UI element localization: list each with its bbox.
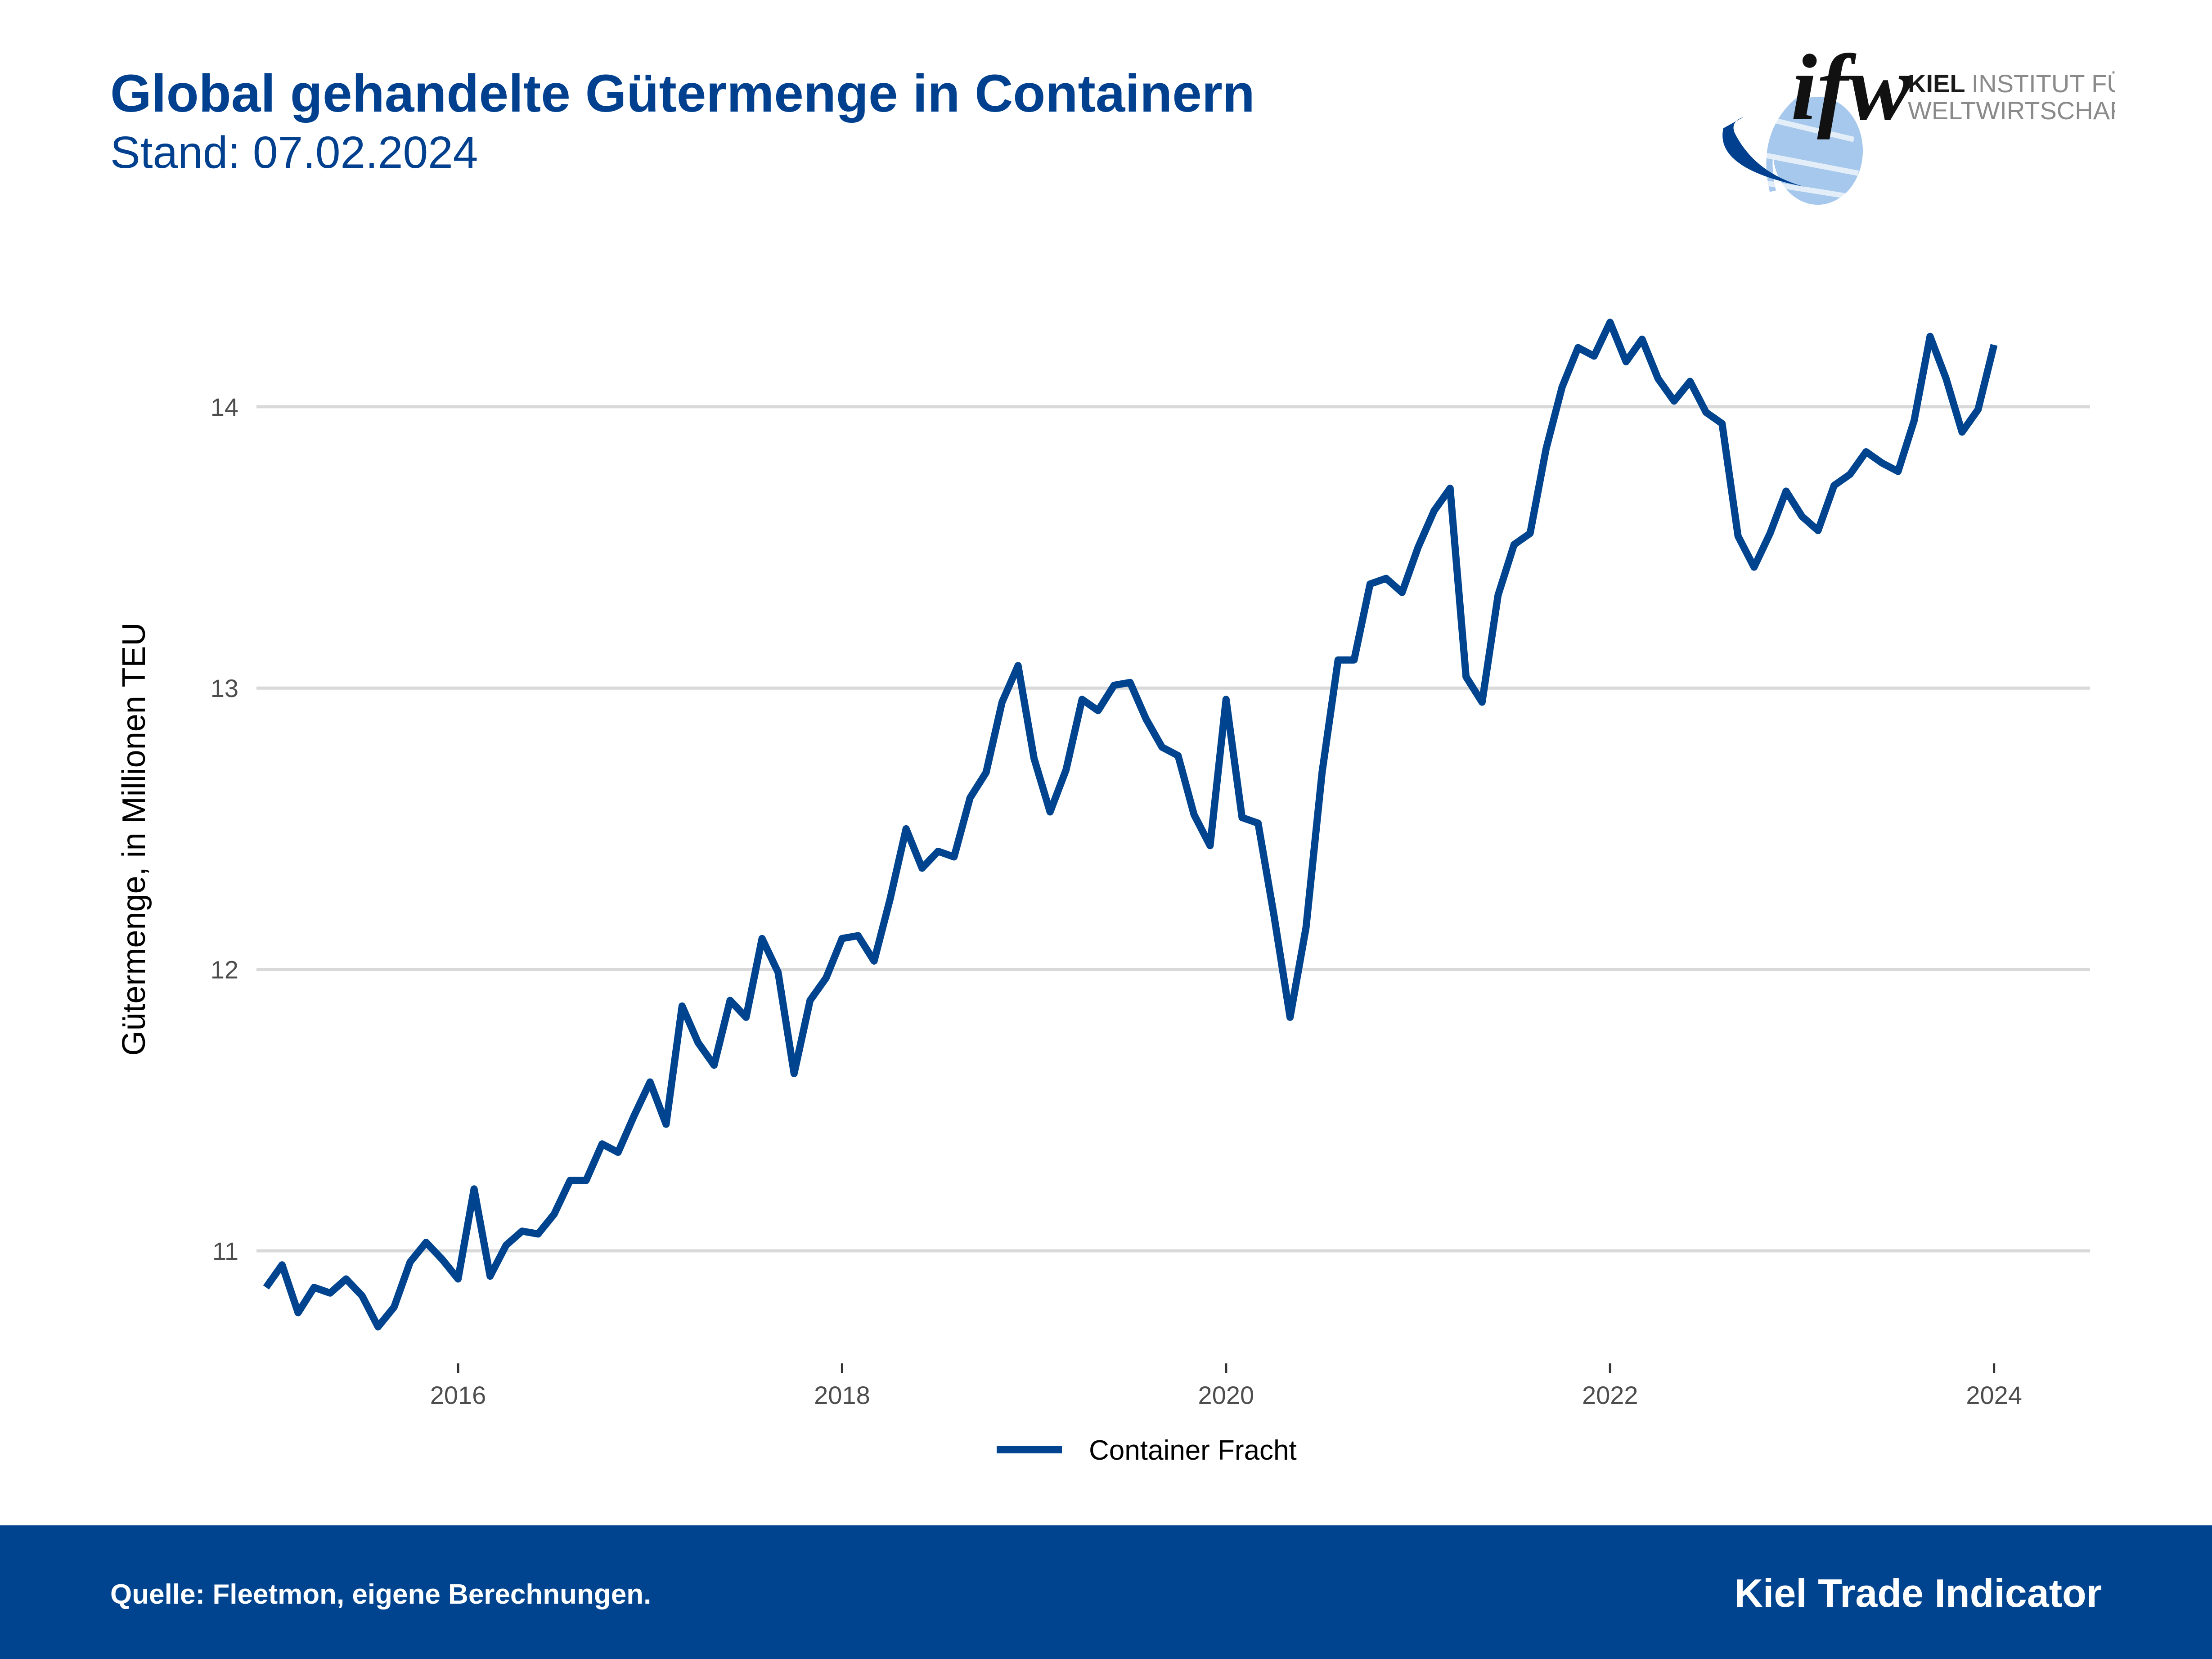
y-tick-label: 14 bbox=[211, 393, 238, 421]
x-tick-label: 2018 bbox=[814, 1381, 870, 1409]
x-tick-label: 2020 bbox=[1198, 1381, 1254, 1409]
source-note: Quelle: Fleetmon, eigene Berechnungen. bbox=[110, 1579, 652, 1610]
y-axis-ticks: 11 12 13 14 bbox=[211, 393, 238, 1265]
logo-institut: INSTITUT FÜR bbox=[1972, 69, 2115, 98]
line-chart: 11 12 13 14 2016 2018 2020 2022 2024 Gütermenge… bbox=[116, 319, 2090, 1466]
x-tick-label: 2016 bbox=[430, 1381, 486, 1409]
series-line-container-fracht bbox=[263, 319, 1998, 1331]
gridlines bbox=[256, 405, 2090, 1253]
chart-subtitle: Stand: 07.02.2024 bbox=[110, 127, 478, 178]
ifw-wordmark: ifw bbox=[1791, 43, 1912, 140]
globe-icon bbox=[1722, 96, 1863, 205]
series-layer bbox=[263, 319, 1998, 1331]
y-axis-label: Gütermenge, in Millionen TEU bbox=[116, 622, 152, 1056]
footer-brand: Kiel Trade Indicator bbox=[1734, 1571, 2102, 1615]
x-axis-ticks: 2016 2018 2020 2022 2024 bbox=[430, 1363, 2022, 1409]
logo-weltwirtschaft: WELTWIRTSCHAFT bbox=[1908, 96, 2115, 125]
x-tick-label: 2024 bbox=[1966, 1381, 2022, 1409]
footer-bar: Quelle: Fleetmon, eigene Berechnungen. K… bbox=[0, 1525, 2212, 1659]
y-tick-label: 11 bbox=[212, 1237, 238, 1265]
logo-kiel: KIEL bbox=[1908, 69, 1965, 98]
y-tick-label: 12 bbox=[211, 956, 238, 984]
legend: Container Fracht bbox=[997, 1435, 1297, 1466]
chart-title: Global gehandelte Gütermenge in Containe… bbox=[110, 64, 1255, 123]
legend-label-container-fracht: Container Fracht bbox=[1089, 1435, 1297, 1466]
y-tick-label: 13 bbox=[211, 674, 238, 702]
x-tick-label: 2022 bbox=[1582, 1381, 1638, 1409]
